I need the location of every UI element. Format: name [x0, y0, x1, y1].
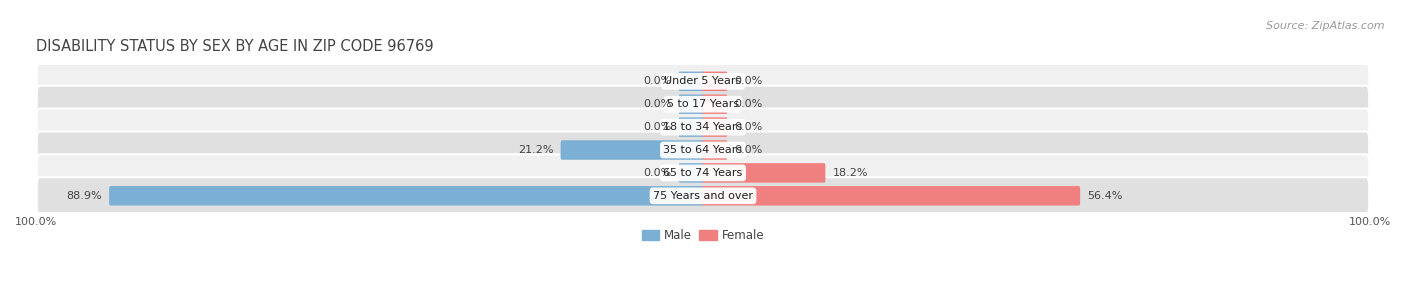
FancyBboxPatch shape [702, 163, 825, 183]
FancyBboxPatch shape [110, 186, 704, 206]
FancyBboxPatch shape [702, 186, 1080, 206]
FancyBboxPatch shape [37, 177, 1369, 214]
Text: 56.4%: 56.4% [1087, 191, 1122, 201]
Text: 0.0%: 0.0% [734, 99, 762, 109]
FancyBboxPatch shape [679, 95, 704, 114]
FancyBboxPatch shape [679, 72, 704, 91]
Text: 18 to 34 Years: 18 to 34 Years [664, 122, 742, 132]
Text: DISABILITY STATUS BY SEX BY AGE IN ZIP CODE 96769: DISABILITY STATUS BY SEX BY AGE IN ZIP C… [37, 39, 433, 54]
FancyBboxPatch shape [37, 86, 1369, 123]
Text: 0.0%: 0.0% [644, 99, 672, 109]
Text: 18.2%: 18.2% [832, 168, 868, 178]
Text: 65 to 74 Years: 65 to 74 Years [664, 168, 742, 178]
Text: 0.0%: 0.0% [734, 76, 762, 86]
FancyBboxPatch shape [37, 131, 1369, 169]
Text: 75 Years and over: 75 Years and over [652, 191, 754, 201]
Legend: Male, Female: Male, Female [637, 224, 769, 247]
Text: 0.0%: 0.0% [644, 168, 672, 178]
Text: 35 to 64 Years: 35 to 64 Years [664, 145, 742, 155]
FancyBboxPatch shape [702, 95, 727, 114]
Text: 5 to 17 Years: 5 to 17 Years [666, 99, 740, 109]
Text: Source: ZipAtlas.com: Source: ZipAtlas.com [1267, 21, 1385, 31]
Text: 88.9%: 88.9% [66, 191, 103, 201]
FancyBboxPatch shape [679, 163, 704, 183]
FancyBboxPatch shape [702, 72, 727, 91]
FancyBboxPatch shape [37, 63, 1369, 100]
Text: 0.0%: 0.0% [644, 122, 672, 132]
Text: 0.0%: 0.0% [734, 122, 762, 132]
FancyBboxPatch shape [702, 140, 727, 160]
Text: Under 5 Years: Under 5 Years [665, 76, 741, 86]
FancyBboxPatch shape [702, 117, 727, 137]
FancyBboxPatch shape [679, 117, 704, 137]
Text: 0.0%: 0.0% [644, 76, 672, 86]
FancyBboxPatch shape [561, 140, 704, 160]
FancyBboxPatch shape [37, 154, 1369, 192]
FancyBboxPatch shape [37, 109, 1369, 146]
Text: 21.2%: 21.2% [519, 145, 554, 155]
Text: 0.0%: 0.0% [734, 145, 762, 155]
